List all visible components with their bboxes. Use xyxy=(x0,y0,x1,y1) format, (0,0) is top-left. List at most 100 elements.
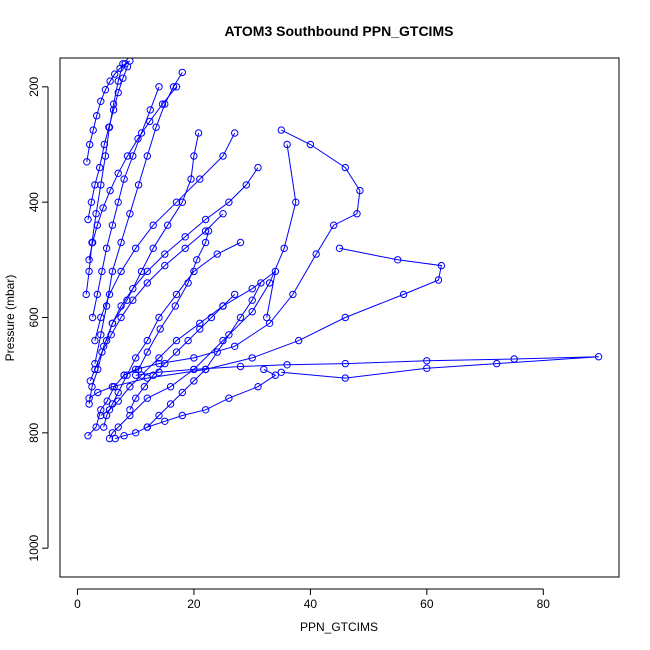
data-point xyxy=(140,383,149,391)
data-point xyxy=(172,198,181,206)
data-point xyxy=(132,394,140,402)
data-point xyxy=(102,411,111,420)
series-line xyxy=(135,356,599,379)
axes-layer: 0 20 40 60 80 200 400 600 800 1000 xyxy=(27,57,620,611)
data-point xyxy=(236,238,245,247)
series-line xyxy=(88,132,200,405)
x-tick-label: 20 xyxy=(187,597,201,611)
data-point xyxy=(119,74,127,82)
x-tick-label: 60 xyxy=(420,597,434,611)
data-point xyxy=(196,325,204,333)
data-point xyxy=(242,181,251,189)
data-point xyxy=(155,359,163,368)
data-point xyxy=(277,126,285,134)
data-point xyxy=(190,267,198,276)
series-line xyxy=(94,132,236,341)
series-12 xyxy=(86,210,227,385)
data-point xyxy=(143,279,152,287)
data-point xyxy=(280,244,288,253)
data-point xyxy=(510,355,518,363)
data-point xyxy=(181,233,189,241)
data-point xyxy=(114,388,122,397)
series-4 xyxy=(91,68,187,368)
series-16 xyxy=(88,83,163,322)
data-point xyxy=(201,365,210,374)
data-point xyxy=(105,123,113,131)
data-point xyxy=(196,175,204,183)
series-18 xyxy=(126,290,239,414)
data-point xyxy=(97,313,105,322)
data-point xyxy=(117,313,125,322)
data-point xyxy=(93,112,101,120)
data-point xyxy=(353,210,361,218)
data-point xyxy=(283,361,291,369)
data-point xyxy=(116,64,124,73)
data-point xyxy=(201,238,210,247)
data-point xyxy=(172,348,181,356)
series-line xyxy=(87,66,128,220)
data-point xyxy=(493,359,501,368)
y-tick-label: 800 xyxy=(27,423,41,443)
y-tick-label: 1000 xyxy=(27,534,41,561)
data-point xyxy=(109,106,118,114)
data-point xyxy=(106,186,114,195)
data-point xyxy=(149,371,157,379)
series-9 xyxy=(82,60,127,299)
data-point xyxy=(101,86,110,94)
data-point xyxy=(132,429,140,437)
data-point xyxy=(102,336,111,345)
plot-frame xyxy=(59,57,620,578)
data-point xyxy=(265,319,274,327)
data-point xyxy=(137,267,146,276)
data-point xyxy=(263,313,271,322)
data-point xyxy=(341,374,349,382)
data-point xyxy=(105,434,114,443)
data-point xyxy=(117,267,125,276)
x-axis-label: PPN_GTCIMS xyxy=(300,620,378,634)
data-point xyxy=(231,342,239,350)
data-point xyxy=(88,238,97,247)
data-point xyxy=(184,336,192,345)
data-point xyxy=(330,221,338,229)
data-point xyxy=(213,348,221,356)
data-point xyxy=(161,250,169,258)
series-line xyxy=(86,60,131,162)
data-point xyxy=(295,336,303,345)
x-tick-label: 80 xyxy=(537,597,551,611)
data-point xyxy=(149,221,157,229)
data-point xyxy=(341,359,349,368)
data-point xyxy=(161,417,169,425)
data-point xyxy=(594,353,603,361)
data-point xyxy=(108,383,117,391)
data-point xyxy=(178,388,187,397)
data-point xyxy=(143,152,152,160)
data-point xyxy=(86,140,94,149)
series-14 xyxy=(143,279,265,431)
series-line xyxy=(88,86,177,260)
series-line xyxy=(92,86,160,318)
data-point xyxy=(181,244,189,253)
data-point xyxy=(161,359,169,368)
data-point xyxy=(137,371,146,379)
data-point xyxy=(423,364,431,372)
data-point xyxy=(225,394,233,402)
data-point xyxy=(248,308,256,316)
data-point xyxy=(231,129,239,137)
data-point xyxy=(187,175,195,183)
x-tick-label: 40 xyxy=(304,597,318,611)
data-point xyxy=(207,313,216,322)
data-point xyxy=(89,126,97,134)
data-point xyxy=(437,261,446,270)
data-point xyxy=(248,285,256,293)
data-point xyxy=(132,354,140,362)
series-1 xyxy=(84,227,213,440)
data-point xyxy=(178,411,187,420)
series-17 xyxy=(83,58,134,166)
data-point xyxy=(95,163,104,172)
data-point xyxy=(98,267,106,276)
series-13 xyxy=(84,62,132,224)
data-point xyxy=(134,135,142,143)
data-point xyxy=(84,432,92,440)
y-tick-label: 600 xyxy=(27,307,41,327)
